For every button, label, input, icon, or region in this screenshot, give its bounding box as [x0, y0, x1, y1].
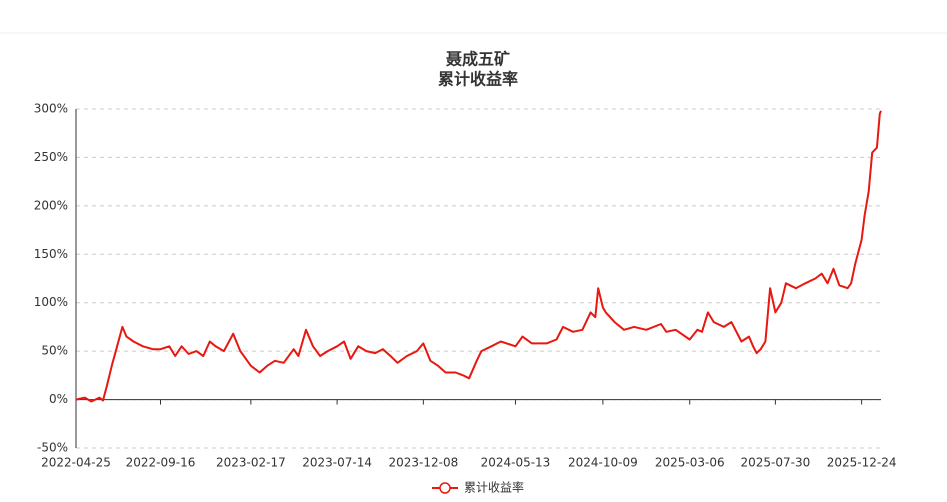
- y-tick-label: 300%: [34, 102, 68, 116]
- x-tick-label: 2023-02-17: [216, 456, 286, 470]
- x-tick-label: 2024-05-13: [481, 456, 551, 470]
- x-tick-label: 2022-04-25: [41, 456, 111, 470]
- legend-label: 累计收益率: [464, 480, 524, 495]
- y-tick-label: 50%: [41, 344, 68, 358]
- y-tick-label: 200%: [34, 198, 68, 212]
- x-tick-label: 2025-12-24: [827, 456, 897, 470]
- chart-title: 聂成五矿: [445, 50, 510, 69]
- y-tick-label: 150%: [34, 247, 68, 261]
- legend-marker: [439, 482, 451, 494]
- y-tick-label: 0%: [49, 392, 68, 406]
- x-tick-label: 2023-12-08: [388, 456, 458, 470]
- x-tick-label: 2022-09-16: [126, 456, 196, 470]
- x-tick-label: 2025-07-30: [741, 456, 811, 470]
- y-tick-label: 250%: [34, 150, 68, 164]
- chart-subtitle: 累计收益率: [438, 70, 518, 89]
- x-tick-label: 2023-07-14: [302, 456, 372, 470]
- x-tick-label: 2024-10-09: [568, 456, 638, 470]
- x-tick-label: 2025-03-06: [655, 456, 725, 470]
- y-tick-label: -50%: [37, 441, 68, 455]
- line-series: [75, 110, 882, 403]
- y-tick-label: 100%: [34, 295, 68, 309]
